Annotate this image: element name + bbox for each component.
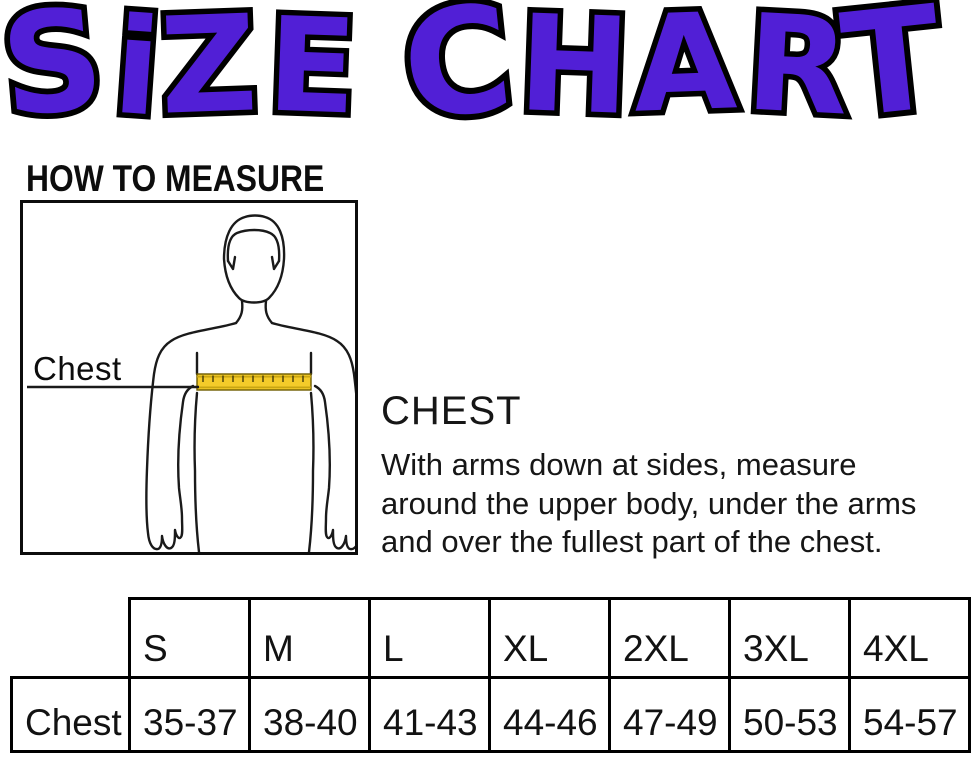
size-header-cell: 4XL (848, 597, 971, 679)
description-line: around the upper body, under the arms (381, 485, 917, 521)
sideburn-right (270, 255, 281, 271)
chest-value-cell: 41-43 (368, 676, 491, 753)
size-header-cell: XL (488, 597, 611, 679)
row-label-cell: Chest (10, 676, 131, 753)
chest-value-cell: 44-46 (488, 676, 611, 753)
measuring-tape-icon (196, 373, 312, 391)
description-line: With arms down at sides, measure (381, 447, 857, 482)
torso-right (307, 391, 315, 552)
chest-section-description: With arms down at sides, measure around … (381, 446, 916, 562)
chest-section-heading: CHEST (381, 389, 522, 433)
how-to-measure-heading: HOW TO MEASURE (26, 158, 325, 199)
chest-value-cell: 38-40 (248, 676, 371, 753)
size-header-cell: M (248, 597, 371, 679)
measurement-figure-box: Chest (20, 200, 358, 555)
description-line: and over the fullest part of the chest. (381, 524, 883, 559)
chest-values-row: Chest 35-37 38-40 41-43 44-46 47-49 50-5… (10, 676, 971, 753)
left-arm (145, 321, 238, 551)
size-header-cell: 3XL (728, 597, 851, 679)
torso-illustration-icon (27, 214, 355, 552)
head-outline (222, 214, 286, 304)
chest-value-cell: 50-53 (728, 676, 851, 753)
neck-left (234, 299, 244, 325)
chest-value-cell: 47-49 (608, 676, 731, 753)
right-arm (270, 321, 355, 551)
size-chart-title: SiZECHART (0, 0, 949, 154)
sideburn-left (226, 255, 237, 271)
torso-left (193, 391, 201, 552)
size-table: S M L XL 2XL 3XL 4XL Chest 35-37 38-40 4… (10, 597, 971, 753)
chest-value-cell: 54-57 (848, 676, 971, 753)
size-header-cell: 2XL (608, 597, 731, 679)
size-header-cell: L (368, 597, 491, 679)
figure-chest-label: Chest (33, 350, 122, 387)
phantom-cell (12, 599, 130, 678)
hairline (226, 228, 281, 263)
size-header-cell: S (128, 597, 251, 679)
size-header-row: S M L XL 2XL 3XL 4XL (12, 597, 971, 679)
chest-value-cell: 35-37 (128, 676, 251, 753)
neck-right (264, 299, 274, 325)
